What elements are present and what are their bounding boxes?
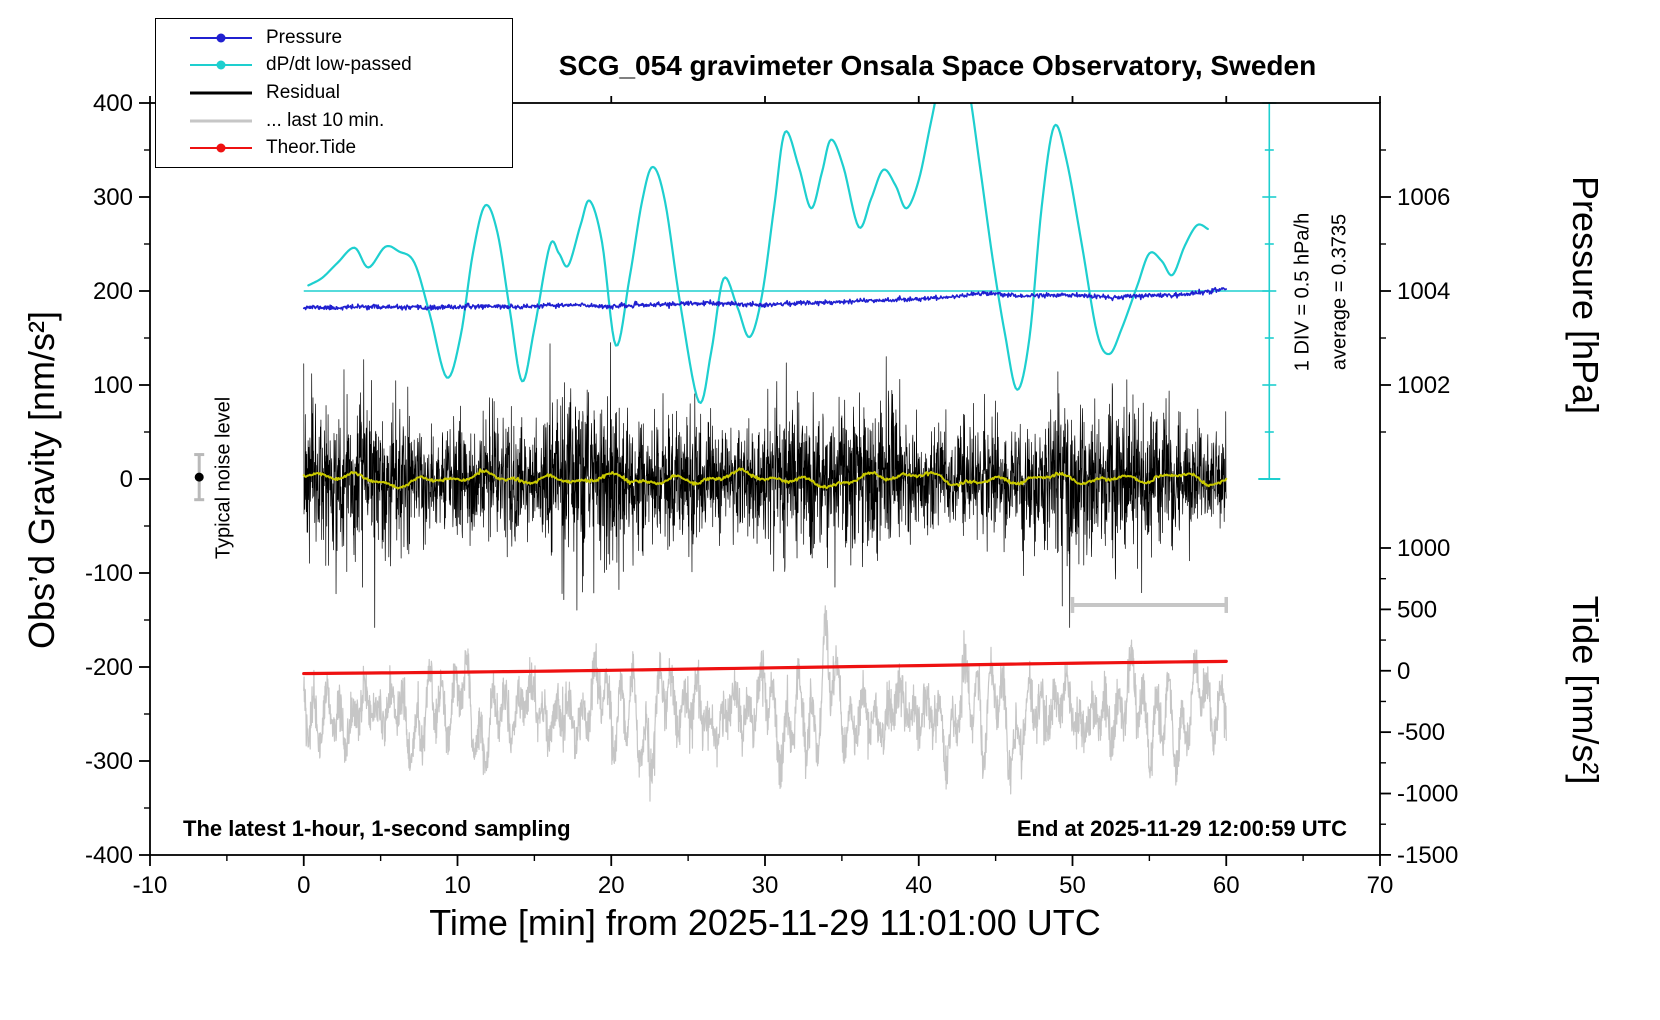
pressure-tick-label: 1006 <box>1397 184 1450 211</box>
y-tick-label: -100 <box>85 560 133 587</box>
chart-title: SCG_054 gravimeter Onsala Space Observat… <box>558 50 1317 81</box>
y-tick-label: 400 <box>93 90 133 117</box>
tide-tick-label: 0 <box>1397 658 1410 685</box>
legend-marker-icon <box>190 83 252 103</box>
left-axis-title: Obs’d Gravity [nm/s²] <box>21 310 62 650</box>
y-tick-label: 100 <box>93 372 133 399</box>
dpdt-lowpassed-series <box>307 103 1209 404</box>
legend-item: Theor.Tide <box>156 136 512 160</box>
x-tick-label: 60 <box>1213 872 1240 899</box>
legend-label: ... last 10 min. <box>266 109 385 131</box>
residual-lowpass-series <box>302 467 1228 490</box>
x-tick-label: 70 <box>1367 872 1394 899</box>
pressure-series <box>302 286 1228 311</box>
tide-tick-label: -1000 <box>1397 781 1458 808</box>
noise-level-label: Typical noise level <box>212 396 235 560</box>
tide-tick-label: -1500 <box>1397 842 1458 869</box>
y-tick-label: -400 <box>85 842 133 869</box>
y-tick-label: -300 <box>85 748 133 775</box>
last10min-series <box>303 605 1227 802</box>
legend-item: dP/dt low-passed <box>156 53 512 77</box>
legend-item: ... last 10 min. <box>156 109 512 133</box>
tide-tick-label: -500 <box>1397 719 1445 746</box>
x-tick-label: 40 <box>905 872 932 899</box>
pressure-tick-label: 1004 <box>1397 278 1450 305</box>
legend-marker-icon <box>190 138 252 158</box>
x-tick-label: 0 <box>297 872 310 899</box>
tide-tick-label: 1000 <box>1397 535 1450 562</box>
residual-series <box>303 342 1227 628</box>
theor-tide-series <box>302 659 1228 676</box>
legend-label: Pressure <box>266 26 343 48</box>
x-axis-title: Time [min] from 2025-11-29 11:01:00 UTC <box>429 902 1101 943</box>
average-note: average = 0.3735 <box>1328 213 1351 371</box>
end-time-note: End at 2025-11-29 12:00:59 UTC <box>1016 816 1347 841</box>
tide-tick-label: 500 <box>1397 596 1437 623</box>
div-scale-note: 1 DIV = 0.5 hPa/h <box>1291 212 1314 372</box>
pressure-tick-label: 1002 <box>1397 372 1450 399</box>
y-tick-label: 300 <box>93 184 133 211</box>
pressure-axis-title: Pressure [hPa] <box>1565 175 1606 415</box>
tide-axis-title: Tide [nm/s²] <box>1565 595 1606 785</box>
legend-marker-icon <box>190 28 252 48</box>
x-tick-label: 50 <box>1059 872 1086 899</box>
x-tick-label: 30 <box>752 872 779 899</box>
y-tick-label: 200 <box>93 278 133 305</box>
legend-item: Residual <box>156 81 512 105</box>
x-tick-label: 10 <box>444 872 471 899</box>
sampling-note: The latest 1-hour, 1-second sampling <box>183 816 571 841</box>
legend-label: dP/dt low-passed <box>266 54 412 76</box>
y-tick-label: -200 <box>85 654 133 681</box>
legend-box: Pressure dP/dt low-passed Residual ... last… <box>155 18 513 168</box>
legend-label: Theor.Tide <box>266 137 357 159</box>
legend-item: Pressure <box>156 26 512 50</box>
x-tick-label: 20 <box>598 872 625 899</box>
noise-level-dot <box>194 472 204 482</box>
legend-marker-icon <box>190 111 252 131</box>
legend-marker-icon <box>190 55 252 75</box>
y-tick-label: 0 <box>120 466 133 493</box>
x-tick-label: -10 <box>133 872 168 899</box>
legend-label: Residual <box>266 81 340 103</box>
